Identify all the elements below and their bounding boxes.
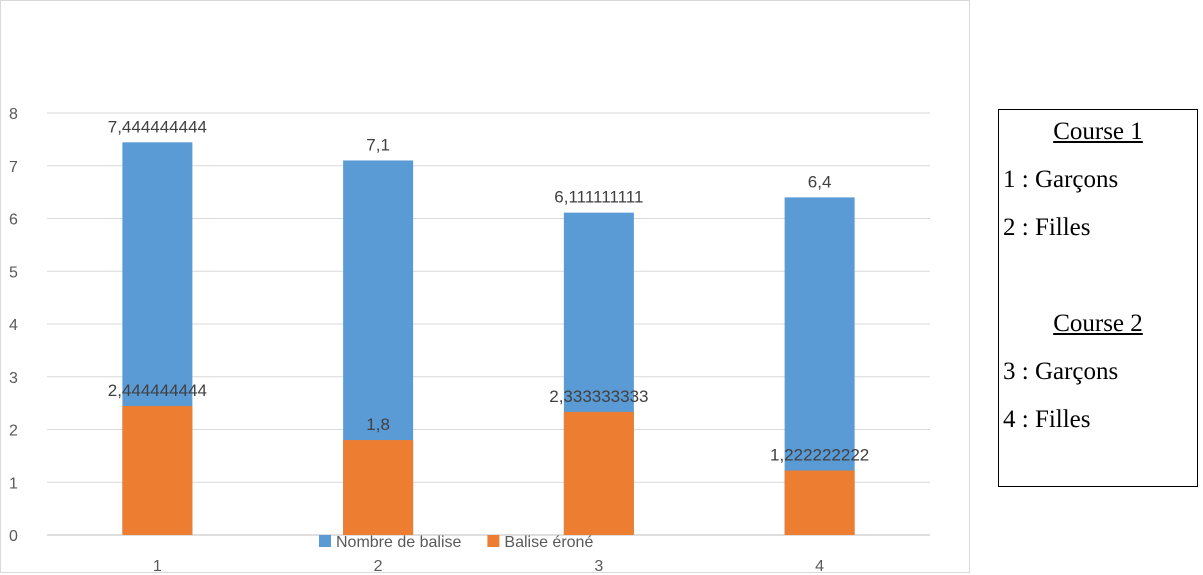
x-tick-label: 3 [594, 558, 603, 574]
legend-entry: Nombre de balise [336, 534, 462, 551]
y-tick-label: 2 [9, 423, 18, 440]
bar-balise-erone [563, 411, 634, 535]
x-tick-label: 4 [815, 558, 824, 574]
y-tick-label: 3 [9, 370, 18, 387]
gridlines [47, 112, 930, 536]
bar-balise-erone [784, 470, 855, 535]
course2-title: Course 2 [1053, 310, 1143, 337]
y-tick-label: 0 [9, 528, 18, 545]
y-tick-label: 5 [9, 264, 18, 281]
data-label: 1,222222222 [770, 446, 869, 465]
data-labels: 7,444444444 2,444444444 7,1 1,8 6,111111111 2… [108, 117, 870, 464]
bar-balise-erone [122, 406, 193, 535]
data-label: 6,4 [808, 172, 832, 191]
data-label: 2,444444444 [108, 381, 207, 400]
data-label: 2,333333333 [549, 387, 648, 406]
y-tick-label: 1 [9, 475, 18, 492]
course1-line-1: 1 : Garçons [1003, 166, 1119, 193]
y-tick-label: 6 [9, 212, 18, 229]
course1-title: Course 1 [1053, 118, 1143, 145]
data-label: 1,8 [366, 415, 390, 434]
course2-line-2: 4 : Filles [1003, 406, 1091, 433]
y-tick-label: 8 [9, 106, 18, 123]
data-label: 7,1 [366, 135, 390, 154]
x-tick-label: 1 [153, 558, 162, 574]
data-label: 6,111111111 [554, 188, 643, 207]
y-axis-ticks: 0 1 2 3 4 5 6 7 8 [9, 106, 18, 545]
legend-swatch [319, 535, 331, 547]
bars [122, 142, 855, 536]
course2-line-1: 3 : Garçons [1003, 358, 1119, 385]
y-tick-label: 4 [9, 317, 18, 334]
legend-swatch [487, 535, 500, 547]
legend-entry: Balise éroné [504, 534, 593, 551]
legend: Nombre de balise Balise éroné [319, 534, 593, 551]
x-axis-ticks: 1 2 3 4 [153, 558, 824, 574]
data-label: 7,444444444 [108, 117, 207, 136]
course1-line-2: 2 : Filles [1003, 214, 1091, 241]
x-tick-label: 2 [374, 558, 383, 574]
y-tick-label: 7 [9, 159, 18, 176]
legend-notes-box: Course 1 1 : Garçons 2 : Filles Course 2… [998, 109, 1198, 487]
chart-area: 0 1 2 3 4 5 6 7 8 7,444444444 2,444444444 7,1 1,8 6,… [0, 0, 970, 574]
bar-chart: 0 1 2 3 4 5 6 7 8 7,444444444 2,444444444 7,1 1,8 6,… [9, 106, 930, 574]
bar-balise-erone [343, 440, 414, 535]
